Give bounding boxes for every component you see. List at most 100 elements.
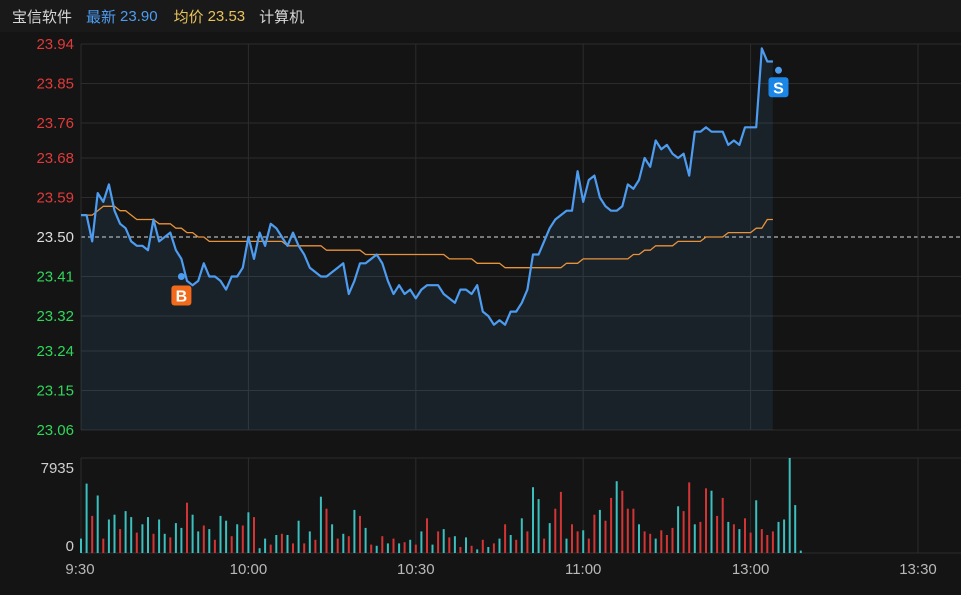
price-area-fill xyxy=(81,48,773,431)
volume-bar xyxy=(314,539,317,553)
volume-bar xyxy=(710,490,713,553)
volume-bar xyxy=(119,529,122,553)
volume-bar xyxy=(654,538,657,553)
volume-bar xyxy=(85,483,88,553)
volume-bar xyxy=(548,523,551,553)
avg-price-label: 均价 xyxy=(173,8,204,26)
time-tick-label: 11:00 xyxy=(565,561,601,578)
volume-bar xyxy=(169,537,172,553)
volume-bar xyxy=(543,538,546,553)
time-tick-label: 10:30 xyxy=(397,561,435,578)
volume-bar xyxy=(453,536,456,553)
volume-bar xyxy=(80,538,82,553)
volume-bar xyxy=(532,487,534,553)
volume-bar xyxy=(626,508,629,553)
volume-bar xyxy=(738,529,741,553)
price-tick-label: 23.59 xyxy=(36,190,74,207)
volume-bar xyxy=(347,536,350,553)
volume-bar xyxy=(777,521,780,553)
volume-bar xyxy=(610,497,613,553)
volume-bar xyxy=(96,495,99,553)
volume-bar xyxy=(682,511,685,553)
volume-bar xyxy=(565,538,568,553)
price-tick-label: 23.85 xyxy=(36,75,74,92)
volume-bar xyxy=(253,517,255,553)
volume-bar xyxy=(660,530,663,553)
volume-bar xyxy=(476,549,479,553)
volume-bar xyxy=(386,543,389,553)
volume-bar xyxy=(342,533,345,553)
volume-bar xyxy=(487,547,490,553)
volume-bar xyxy=(230,536,233,553)
volume-bar xyxy=(280,533,283,553)
volume-bar xyxy=(370,544,373,553)
price-tick-label: 23.68 xyxy=(36,150,74,167)
stock-name[interactable]: 宝信软件 xyxy=(12,8,73,26)
volume-bar xyxy=(426,518,428,553)
volume-bar xyxy=(392,538,395,553)
volume-bar xyxy=(431,544,434,553)
price-tick-label: 23.15 xyxy=(36,383,74,400)
volume-bar xyxy=(554,508,557,553)
volume-bar xyxy=(208,529,211,553)
volume-bar xyxy=(632,508,635,553)
volume-bar xyxy=(186,502,188,553)
volume-bar xyxy=(414,544,417,553)
volume-bar xyxy=(297,520,300,553)
volume-bar xyxy=(292,543,294,553)
buy-marker-label: B xyxy=(176,289,188,306)
volume-bar xyxy=(331,524,334,553)
volume-bar xyxy=(621,490,624,553)
volume-bar xyxy=(615,481,618,553)
volume-bar xyxy=(325,508,328,553)
volume-bar xyxy=(771,531,774,553)
volume-bar xyxy=(174,523,177,553)
volume-bar xyxy=(264,538,267,553)
volume-bar xyxy=(537,499,540,553)
volume-bar xyxy=(520,518,523,553)
volume-bar xyxy=(448,537,451,553)
volume-bar xyxy=(593,514,596,553)
volume-bar xyxy=(269,544,272,553)
price-tick-label: 23.24 xyxy=(36,343,74,360)
volume-bar xyxy=(465,537,467,553)
volume-bar xyxy=(102,538,105,553)
volume-bar xyxy=(783,519,786,553)
volume-bar xyxy=(459,547,462,553)
volume-bar xyxy=(576,531,579,553)
volume-bar xyxy=(202,525,205,553)
volume-bar xyxy=(409,539,412,553)
volume-bar xyxy=(671,527,674,553)
buy-point-dot xyxy=(177,273,185,280)
volume-bar xyxy=(353,509,356,553)
volume-bar xyxy=(481,539,484,553)
volume-bar xyxy=(420,531,423,553)
sell-point-dot xyxy=(775,66,782,74)
volume-bar xyxy=(766,535,769,553)
volume-bar xyxy=(364,527,367,553)
volume-bar xyxy=(147,517,149,553)
price-tick-label: 23.76 xyxy=(36,115,74,132)
volume-bar xyxy=(582,530,585,553)
volume-bar xyxy=(587,538,590,553)
volume-bar xyxy=(308,531,311,553)
volume-bar xyxy=(135,532,138,553)
volume-bar xyxy=(213,539,216,553)
volume-bar xyxy=(180,527,183,553)
volume-bar xyxy=(336,538,339,553)
volume-bar xyxy=(749,532,752,553)
volume-bar xyxy=(191,514,194,553)
volume-bar xyxy=(158,519,161,553)
volume-bar xyxy=(788,458,791,553)
volume-bar xyxy=(141,524,144,553)
volume-bar xyxy=(197,531,200,553)
volume-bar xyxy=(693,524,696,553)
volume-bar xyxy=(744,518,746,553)
volume-bar xyxy=(113,514,116,553)
volume-bar xyxy=(492,543,495,553)
time-tick-label: 10:00 xyxy=(230,561,268,578)
sector-label[interactable]: 计算机 xyxy=(259,8,305,26)
volume-bar xyxy=(359,515,361,553)
volume-bar xyxy=(91,515,94,553)
